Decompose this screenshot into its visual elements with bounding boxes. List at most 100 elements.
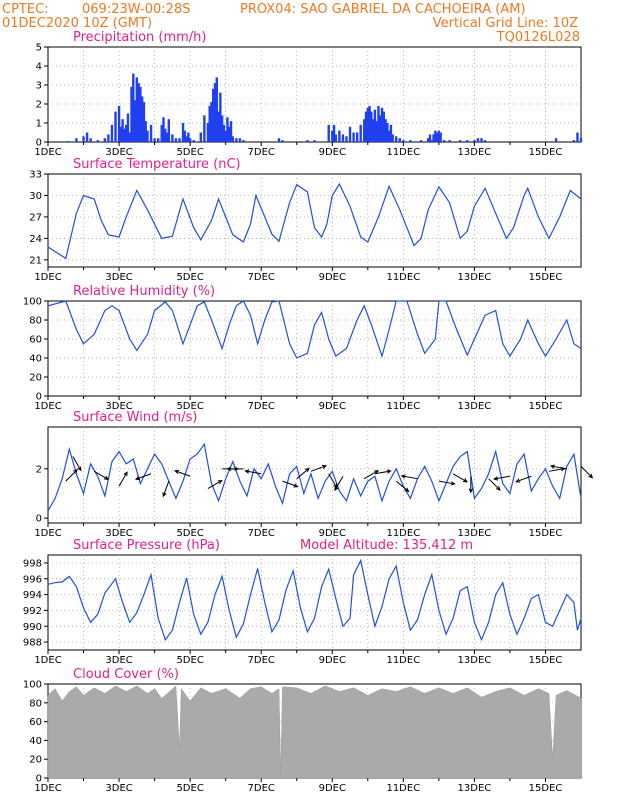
vector-head	[244, 469, 250, 474]
precip-bar	[235, 138, 238, 142]
precip-bar	[224, 130, 227, 142]
precip-bar	[89, 138, 92, 142]
precip-bar	[192, 140, 195, 142]
precip-ytick-label: 2	[36, 100, 42, 111]
wind-vector-arrow	[395, 480, 410, 493]
precip-bar	[572, 140, 576, 142]
wind-vector-arrow	[93, 470, 110, 480]
pressure-ytick-label: 998	[23, 558, 42, 569]
vector-head	[462, 478, 468, 483]
precip-bar	[398, 138, 401, 142]
vector-shaft	[310, 465, 327, 472]
rh-ytick-label: 0	[36, 392, 42, 403]
rh-title: Relative Humidity (%)	[73, 284, 215, 299]
wind-xtick-label: 11DEC	[386, 528, 420, 539]
pressure-xtick-label: 5DEC	[176, 655, 203, 666]
cloud-xtick-label: 5DEC	[176, 783, 203, 794]
wind-xtick-label: 9DEC	[319, 528, 346, 539]
precip-bar	[231, 136, 234, 142]
cloud-xtick-label: 7DEC	[248, 783, 275, 794]
cloud-ytick-label: 80	[29, 698, 42, 709]
precip-bar	[338, 130, 341, 142]
precip-bar	[188, 138, 192, 142]
temp-ytick-label: 21	[29, 255, 42, 266]
precip-bar	[306, 140, 309, 142]
pressure-xtick-label: 1DEC	[34, 655, 61, 666]
precip-bar	[409, 140, 412, 142]
precip-bar	[183, 130, 187, 142]
vector-head	[493, 476, 499, 481]
precip-bar	[364, 111, 368, 142]
precip-bar	[395, 136, 398, 142]
wind-xtick-label: 3DEC	[105, 528, 132, 539]
pressure-frame	[47, 554, 582, 651]
wind-vector-arrow	[244, 469, 262, 475]
cloud-xtick-label: 11DEC	[386, 783, 420, 794]
wind-vector-arrow	[226, 466, 244, 472]
vector-shaft	[363, 470, 379, 480]
temp-title: Surface Temperature (nC)	[73, 157, 241, 172]
precip-bar	[334, 134, 338, 142]
precip-bar	[238, 138, 242, 142]
precip-ytick-label: 1	[36, 119, 42, 130]
vector-head	[217, 479, 223, 485]
vector-shaft	[401, 475, 418, 480]
vector-head	[304, 467, 310, 473]
wind-vector-arrow	[374, 469, 392, 475]
precip-bar	[162, 117, 165, 142]
precip-xtick-label: 13DEC	[458, 147, 492, 158]
wind-vector-arrow	[174, 469, 191, 477]
rh-panel: 0 20 40 60 80 100 1DEC 3DEC 5DEC 7DEC 9DEC 11DEC 13D…	[23, 284, 582, 412]
temp-xtick-label: 5DEC	[176, 272, 203, 283]
rh-xtick-label: 11DEC	[386, 401, 420, 412]
pressure-panel: 988 990 992 994 996 998 1DEC 3DEC 5DEC 7DEC 9DEC 11…	[23, 538, 582, 666]
wind-vector-arrow	[549, 464, 567, 470]
wind-vector-arrow	[438, 480, 456, 486]
precip-bar	[103, 138, 107, 142]
temp-ytick-label: 24	[29, 234, 42, 245]
vector-shaft	[494, 475, 511, 480]
precip-xtick-label: 5DEC	[176, 147, 203, 158]
cloud-ytick-label: 40	[29, 736, 42, 747]
cloud-area	[47, 685, 582, 779]
precip-bar	[160, 124, 163, 142]
precip-bar	[208, 105, 211, 142]
vector-shaft	[548, 468, 565, 472]
vector-head	[73, 469, 78, 474]
precip-xtick-label: 9DEC	[319, 147, 346, 158]
cloud-xtick-label: 1DEC	[34, 783, 61, 794]
precip-bar	[153, 138, 156, 142]
cloud-xtick-label: 3DEC	[105, 783, 132, 794]
precip-bar	[458, 140, 462, 142]
temp-xtick-label: 9DEC	[319, 272, 346, 283]
vector-shaft	[395, 480, 409, 492]
header-coords: 069:23W-00:28S	[82, 2, 190, 17]
vector-shaft	[207, 480, 223, 489]
precip-bar	[107, 134, 110, 142]
precip-bar	[368, 105, 371, 142]
precip-bar	[219, 92, 222, 142]
wind-frame	[47, 426, 582, 524]
vector-shaft	[65, 469, 78, 482]
vector-head	[549, 464, 556, 469]
rh-xtick-label: 1DEC	[34, 401, 61, 412]
precip-bar	[226, 117, 229, 142]
vector-shaft	[162, 480, 170, 497]
rh-xtick-label: 5DEC	[176, 401, 203, 412]
wind-xtick-label: 1DEC	[34, 528, 61, 539]
wind-ytick-label: 2	[36, 464, 42, 475]
pressure-xtick-label: 9DEC	[319, 655, 346, 666]
wind-title: Surface Wind (m/s)	[73, 410, 197, 425]
cloud-ytick-label: 100	[23, 680, 42, 691]
vector-shaft	[282, 480, 298, 488]
precip-bar	[165, 132, 169, 142]
cloud-ytick-label: 20	[29, 755, 42, 766]
precip-bar	[114, 111, 117, 142]
precip-bar	[174, 138, 178, 142]
precip-bar	[85, 132, 89, 142]
vector-head	[174, 469, 180, 474]
precip-bar	[277, 138, 281, 142]
rh-xtick-label: 15DEC	[529, 401, 563, 412]
precip-bar	[341, 134, 345, 142]
precip-bar	[366, 107, 369, 142]
